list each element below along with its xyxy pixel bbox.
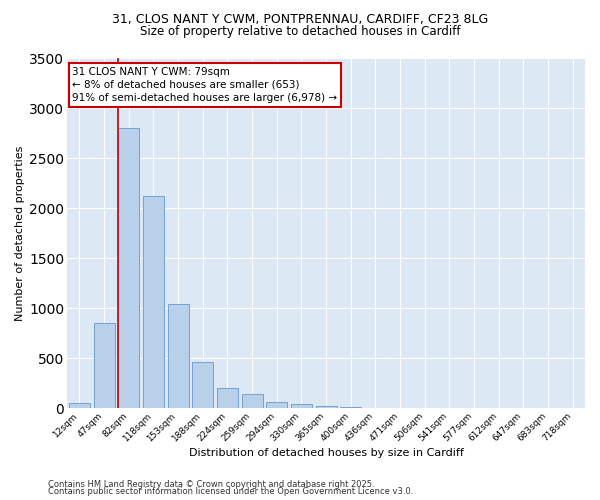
Bar: [340, 407, 361, 408]
Bar: [143, 196, 164, 408]
Bar: [266, 402, 287, 408]
Text: Size of property relative to detached houses in Cardiff: Size of property relative to detached ho…: [140, 25, 460, 38]
Bar: [69, 404, 90, 408]
Text: 31 CLOS NANT Y CWM: 79sqm
← 8% of detached houses are smaller (653)
91% of semi-: 31 CLOS NANT Y CWM: 79sqm ← 8% of detach…: [72, 67, 337, 103]
Bar: [118, 128, 139, 408]
Bar: [316, 406, 337, 408]
Bar: [291, 404, 312, 408]
X-axis label: Distribution of detached houses by size in Cardiff: Distribution of detached houses by size …: [188, 448, 463, 458]
Bar: [242, 394, 263, 408]
Text: 31, CLOS NANT Y CWM, PONTPRENNAU, CARDIFF, CF23 8LG: 31, CLOS NANT Y CWM, PONTPRENNAU, CARDIF…: [112, 12, 488, 26]
Text: Contains public sector information licensed under the Open Government Licence v3: Contains public sector information licen…: [48, 488, 413, 496]
Text: Contains HM Land Registry data © Crown copyright and database right 2025.: Contains HM Land Registry data © Crown c…: [48, 480, 374, 489]
Bar: [192, 362, 213, 408]
Y-axis label: Number of detached properties: Number of detached properties: [15, 146, 25, 321]
Bar: [94, 324, 115, 408]
Bar: [217, 388, 238, 408]
Bar: [167, 304, 188, 408]
